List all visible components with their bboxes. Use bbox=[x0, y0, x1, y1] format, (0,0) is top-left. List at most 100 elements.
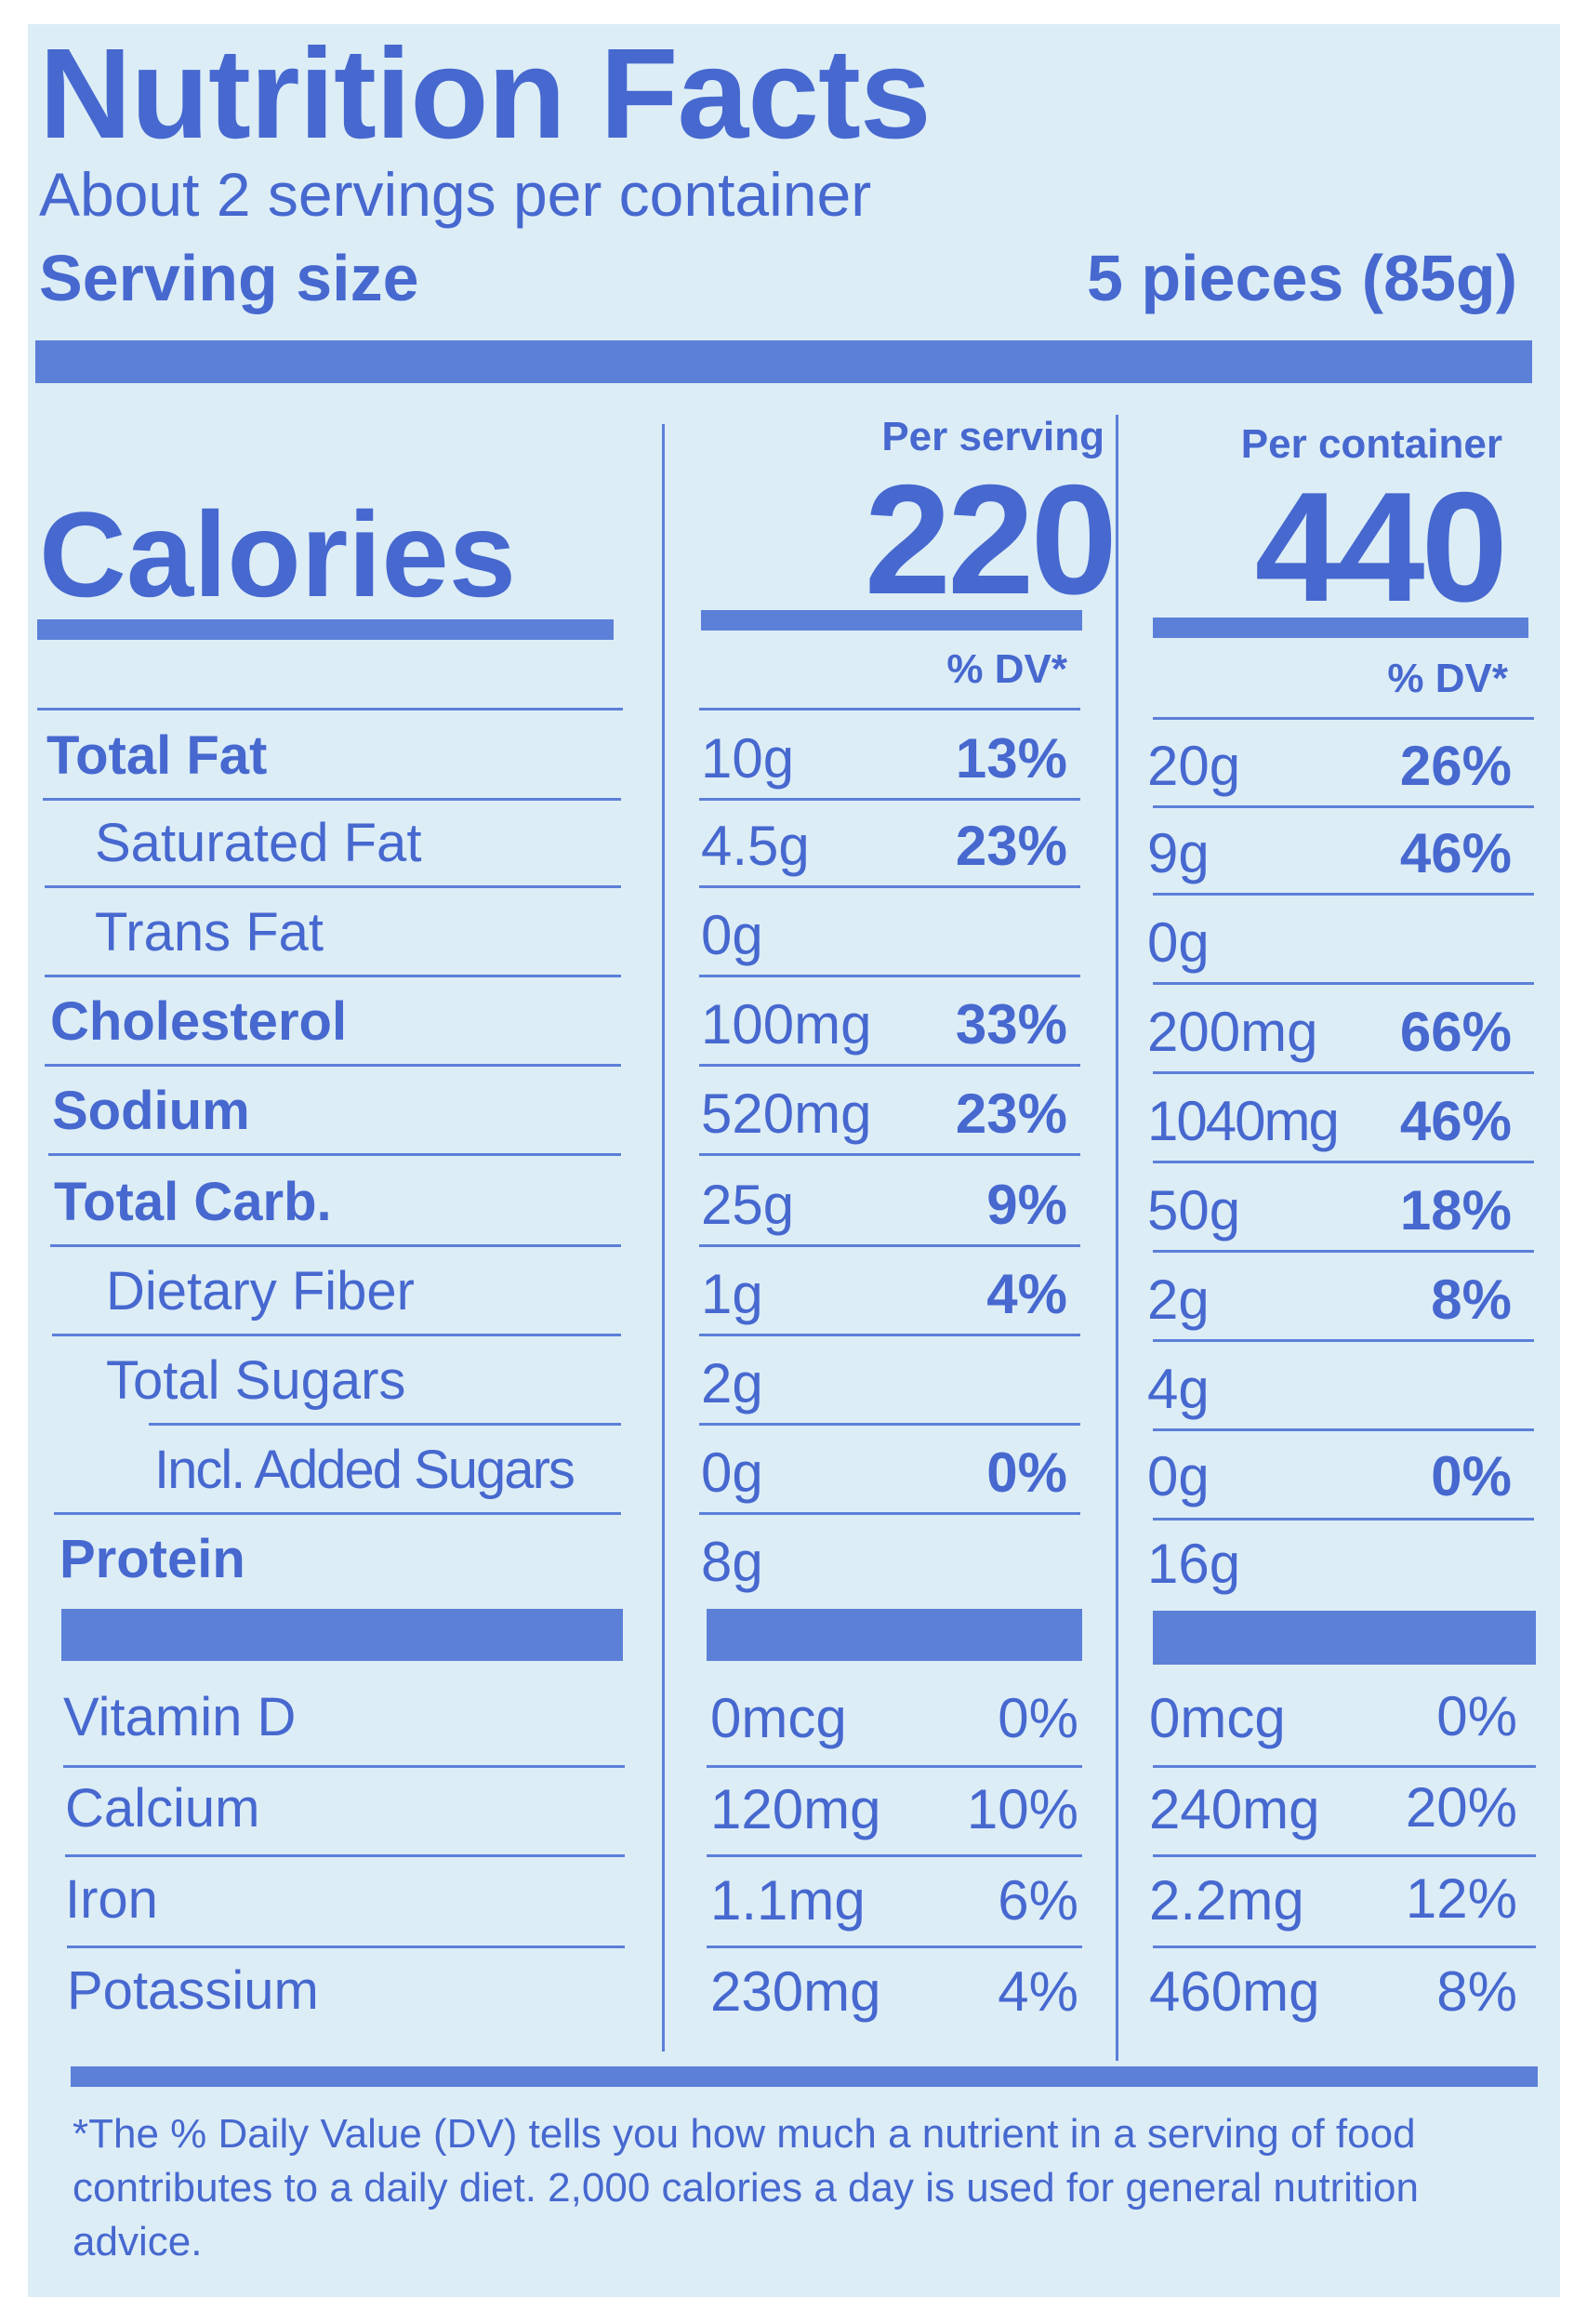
dv-heading-serving: % DV* bbox=[946, 646, 1067, 692]
row-rule bbox=[699, 1244, 1080, 1247]
nutrient-name: Total Carb. bbox=[54, 1172, 332, 1232]
row-rule bbox=[699, 1423, 1080, 1426]
row-rule bbox=[1153, 1854, 1536, 1857]
per-container-heading: Per container bbox=[1240, 421, 1502, 467]
row-rule bbox=[707, 1946, 1082, 1948]
nutrient-name: Total Sugars bbox=[106, 1350, 406, 1411]
dv-heading-container: % DV* bbox=[1387, 656, 1508, 701]
nutrient-serving-dv: 13% bbox=[955, 727, 1067, 790]
nutrient-serving-amount: 0g bbox=[701, 1441, 763, 1504]
column-divider-1 bbox=[662, 424, 665, 2052]
nutrient-container-dv: 46% bbox=[1399, 1090, 1512, 1152]
nutrient-container-dv: 26% bbox=[1399, 735, 1512, 797]
per-serving-underline bbox=[701, 610, 1082, 631]
row-rule bbox=[707, 1765, 1082, 1768]
vitamin-serving-amount: 120mg bbox=[710, 1778, 881, 1840]
vitamin-container-dv: 0% bbox=[1436, 1685, 1517, 1747]
nutrient-serving-amount: 25g bbox=[701, 1174, 795, 1236]
nutrient-serving-amount: 10g bbox=[701, 727, 795, 790]
nutrient-container-dv: 8% bbox=[1431, 1268, 1512, 1331]
row-rule bbox=[45, 975, 621, 977]
row-rule bbox=[52, 1334, 621, 1336]
row-rule bbox=[149, 1423, 621, 1426]
row-rule bbox=[1153, 1518, 1534, 1521]
vitamin-container-amount: 2.2mg bbox=[1149, 1869, 1304, 1932]
rule-under-calories-mid bbox=[699, 708, 1080, 710]
nutrient-container-amount: 20g bbox=[1147, 735, 1241, 797]
vitamin-container-amount: 240mg bbox=[1149, 1778, 1320, 1840]
nutrient-name: Protein bbox=[60, 1529, 245, 1589]
vitamin-name: Potassium bbox=[67, 1960, 319, 2021]
vitamin-name: Calcium bbox=[65, 1778, 260, 1839]
row-rule bbox=[1153, 1428, 1534, 1431]
row-rule bbox=[63, 1765, 625, 1768]
nutrient-container-dv: 46% bbox=[1399, 822, 1512, 884]
column-divider-2 bbox=[1116, 415, 1118, 2061]
row-rule bbox=[1153, 1765, 1536, 1768]
row-rule bbox=[699, 885, 1080, 888]
daily-value-footnote: *The % Daily Value (DV) tells you how mu… bbox=[73, 2111, 1419, 2264]
row-rule bbox=[1153, 893, 1534, 896]
vitamin-container-dv: 12% bbox=[1405, 1867, 1517, 1930]
row-rule bbox=[50, 1244, 621, 1247]
vitamin-serving-dv: 0% bbox=[998, 1687, 1078, 1749]
nutrient-container-amount: 9g bbox=[1147, 822, 1210, 884]
nutrient-serving-amount: 100mg bbox=[701, 993, 872, 1056]
label-title: Nutrition Facts bbox=[39, 24, 932, 166]
nutrient-container-amount: 0g bbox=[1147, 1445, 1210, 1507]
row-rule bbox=[1153, 805, 1534, 808]
nutrient-container-amount: 4g bbox=[1147, 1358, 1210, 1420]
row-rule bbox=[699, 1334, 1080, 1336]
vitamin-name: Iron bbox=[65, 1869, 158, 1930]
thick-divider-vitamins-mid bbox=[707, 1609, 1082, 1661]
serving-size-value: 5 pieces (85g) bbox=[1087, 242, 1517, 314]
row-rule bbox=[707, 1854, 1082, 1857]
nutrient-name: Cholesterol bbox=[50, 991, 348, 1052]
thick-divider-vitamins-left bbox=[61, 1609, 623, 1661]
vitamin-container-dv: 20% bbox=[1405, 1776, 1517, 1839]
row-rule bbox=[54, 1512, 621, 1515]
servings-per-container: About 2 servings per container bbox=[39, 160, 872, 229]
nutrient-container-amount: 16g bbox=[1147, 1533, 1241, 1595]
rule-under-calories-right bbox=[1153, 717, 1534, 720]
per-container-underline bbox=[1153, 618, 1528, 638]
nutrient-serving-dv: 9% bbox=[986, 1174, 1067, 1236]
row-rule bbox=[1153, 1071, 1534, 1074]
row-rule bbox=[699, 798, 1080, 801]
nutrient-container-dv: 66% bbox=[1399, 1001, 1512, 1063]
row-rule bbox=[699, 1153, 1080, 1156]
thick-divider-top bbox=[35, 340, 1532, 383]
row-rule bbox=[1153, 1250, 1534, 1253]
nutrient-name: Trans Fat bbox=[95, 902, 324, 963]
row-rule bbox=[699, 1064, 1080, 1067]
nutrient-serving-dv: 4% bbox=[986, 1263, 1067, 1325]
row-rule bbox=[699, 1512, 1080, 1515]
nutrient-serving-dv: 0% bbox=[986, 1441, 1067, 1504]
vitamin-serving-amount: 0mcg bbox=[710, 1687, 847, 1749]
vitamin-container-dv: 8% bbox=[1436, 1960, 1517, 2023]
calories-underline bbox=[37, 619, 614, 640]
nutrient-serving-amount: 1g bbox=[701, 1263, 763, 1325]
nutrition-label: Nutrition Facts About 2 servings per con… bbox=[28, 24, 1560, 2297]
row-rule bbox=[43, 798, 621, 801]
vitamin-name: Vitamin D bbox=[63, 1687, 297, 1747]
nutrient-container-amount: 0g bbox=[1147, 911, 1210, 974]
vitamin-serving-dv: 6% bbox=[998, 1869, 1078, 1932]
nutrient-serving-amount: 520mg bbox=[701, 1082, 872, 1145]
nutrient-container-dv: 18% bbox=[1399, 1179, 1512, 1242]
nutrient-container-amount: 2g bbox=[1147, 1268, 1210, 1331]
vitamin-serving-dv: 10% bbox=[966, 1778, 1078, 1840]
nutrient-serving-amount: 2g bbox=[701, 1352, 763, 1414]
nutrient-serving-amount: 0g bbox=[701, 904, 763, 966]
row-rule bbox=[1153, 1339, 1534, 1342]
nutrient-name: Saturated Fat bbox=[95, 813, 422, 873]
thick-divider-bottom bbox=[71, 2066, 1538, 2087]
nutrient-serving-amount: 8g bbox=[701, 1531, 763, 1593]
calories-per-container: 440 bbox=[1254, 459, 1508, 634]
thick-divider-vitamins-right bbox=[1153, 1611, 1536, 1665]
row-rule bbox=[699, 975, 1080, 977]
row-rule bbox=[1153, 1946, 1536, 1948]
nutrient-name: Sodium bbox=[52, 1081, 250, 1141]
row-rule bbox=[48, 1153, 621, 1156]
calories-label: Calories bbox=[39, 486, 517, 622]
